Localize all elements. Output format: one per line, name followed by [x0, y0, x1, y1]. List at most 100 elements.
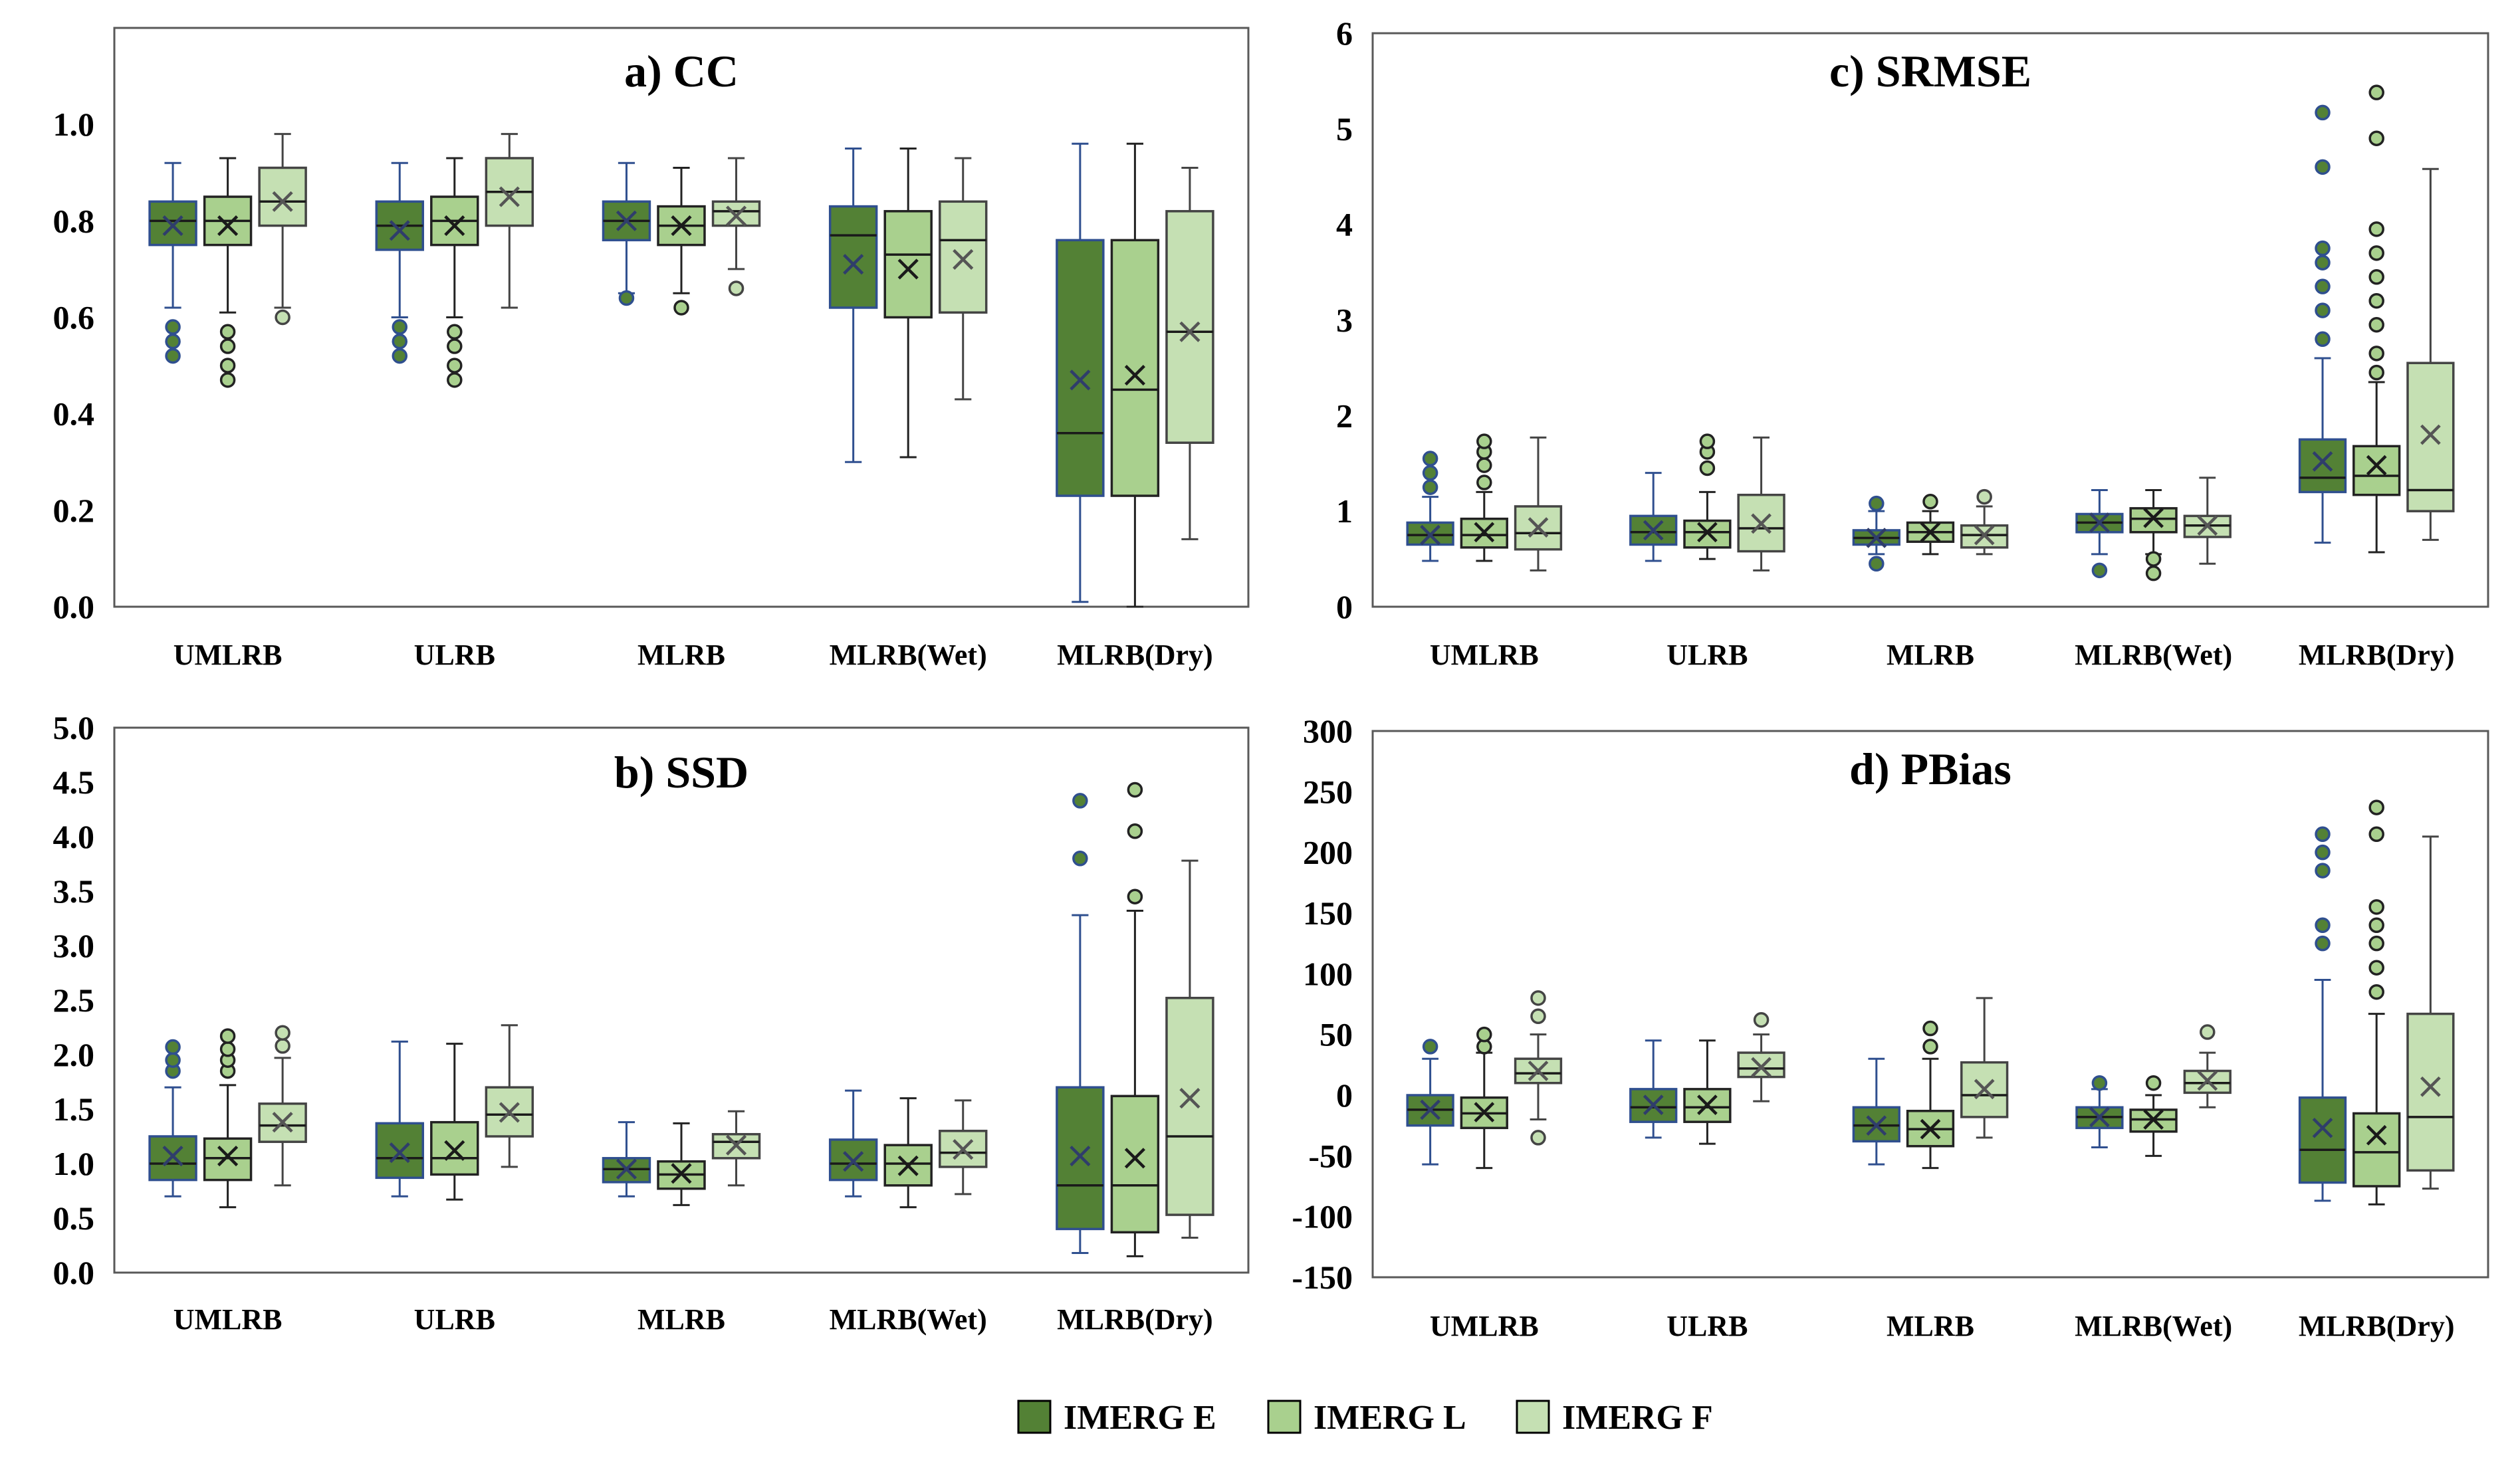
- x-category-label: UMLRB: [1430, 639, 1539, 671]
- legend-label-imerg-l: IMERG L: [1314, 1399, 1466, 1437]
- mean-marker: [1179, 321, 1201, 342]
- box-iqr: [430, 1120, 479, 1176]
- mean-marker: [1866, 1115, 1887, 1136]
- box-d-imerg-l: [1906, 1020, 1955, 1170]
- y-tick-label: 1.5: [53, 1091, 95, 1128]
- outlier-point: [1869, 495, 1885, 512]
- outlier-point: [2368, 316, 2384, 333]
- x-category-label: UMLRB: [173, 639, 283, 671]
- y-tick-label: 0.8: [53, 202, 95, 239]
- outlier-point: [2368, 130, 2384, 146]
- outlier-point: [1530, 1008, 1546, 1025]
- outlier-point: [2315, 917, 2331, 934]
- outlier-point: [1422, 479, 1438, 495]
- box-iqr: [1165, 996, 1214, 1216]
- mean-marker: [2197, 515, 2218, 536]
- legend-label-imerg-e: IMERG E: [1064, 1399, 1216, 1437]
- y-tick-label: 0: [1336, 588, 1353, 625]
- outlier-point: [275, 1025, 290, 1041]
- mean-marker: [217, 215, 239, 237]
- outlier-point: [2368, 292, 2384, 309]
- box-a-imerg-l: [657, 166, 706, 316]
- y-tick-label: 250: [1303, 773, 1353, 810]
- box-a-imerg-f: [485, 133, 534, 309]
- plot-area-d: [1371, 730, 2489, 1279]
- x-category-label: MLRB(Dry): [2299, 639, 2455, 671]
- y-tick-label: 1: [1336, 492, 1353, 530]
- panel-ssd: b) SSD 0.0 0.5 1.0 1.5 2.0 2.5 3.0 3.5 4.0 4.5 5.0 U…: [53, 709, 1250, 1336]
- mean-marker: [897, 1155, 919, 1176]
- box-d-imerg-f: [2183, 1024, 2232, 1108]
- mean-marker: [1070, 369, 1091, 391]
- mean-marker: [272, 1112, 293, 1133]
- legend: IMERG E IMERG L IMERG F: [1017, 1399, 1713, 1437]
- outlier-point: [1922, 1020, 1938, 1037]
- y-tick-label: 1.0: [53, 106, 95, 143]
- outlier-point: [1422, 1039, 1438, 1055]
- box-d-imerg-l: [2352, 799, 2401, 1205]
- mean-marker: [1866, 528, 1887, 548]
- x-category-label: UMLRB: [1430, 1310, 1539, 1342]
- box-iqr: [1629, 1088, 1678, 1123]
- box-iqr: [375, 1122, 424, 1180]
- box-a-imerg-f: [1165, 166, 1214, 540]
- y-tick-label: 2.0: [53, 1036, 95, 1073]
- outlier-point: [2368, 269, 2384, 285]
- outlier-point: [165, 334, 181, 350]
- y-tick-label: 50: [1319, 1016, 1353, 1053]
- outlier-point: [2368, 984, 2384, 1000]
- outlier-point: [2091, 1075, 2108, 1091]
- mean-marker: [499, 1102, 520, 1123]
- box-c-imerg-e: [1406, 451, 1454, 562]
- y-tick-label: 0.0: [53, 588, 95, 625]
- box-c-imerg-f: [1514, 436, 1563, 572]
- box-iqr: [148, 1135, 197, 1182]
- box-iqr: [258, 166, 307, 227]
- box-a-imerg-f: [939, 157, 988, 401]
- box-iqr: [1737, 1051, 1785, 1079]
- outlier-point: [1530, 1130, 1546, 1146]
- box-d-imerg-l: [1683, 1039, 1732, 1145]
- box-a-imerg-f: [711, 157, 761, 296]
- outlier-point: [2091, 562, 2108, 579]
- box-iqr: [2129, 507, 2178, 534]
- box-c-imerg-l: [1683, 433, 1732, 560]
- box-iqr: [711, 200, 761, 227]
- outlier-point: [447, 358, 463, 373]
- box-iqr: [2183, 1069, 2232, 1095]
- y-tick-label: 3: [1336, 302, 1353, 339]
- outlier-point: [275, 309, 290, 326]
- mean-marker: [1643, 520, 1664, 541]
- outlier-point: [447, 324, 463, 340]
- mean-marker: [1420, 1099, 1440, 1120]
- panel-pbias: d) PBias -150 -100 -50 0 50 100 150 200 250 300 UML…: [1292, 712, 2489, 1342]
- mean-marker: [1974, 1079, 1995, 1100]
- box-b-imerg-e: [375, 1040, 424, 1198]
- legend-swatch-imerg-l: [1267, 1400, 1302, 1434]
- outlier-point: [2315, 863, 2331, 879]
- mean-marker: [217, 1145, 239, 1167]
- mean-marker: [2366, 1124, 2387, 1146]
- outlier-point: [165, 1039, 181, 1055]
- box-iqr: [939, 200, 988, 314]
- outlier-point: [1127, 888, 1143, 904]
- outlier-point: [2368, 346, 2384, 362]
- mean-marker: [1643, 1095, 1664, 1115]
- x-category-label: MLRB(Dry): [2299, 1310, 2455, 1342]
- mean-marker: [897, 259, 919, 280]
- box-a-imerg-l: [203, 157, 253, 388]
- box-c-imerg-l: [1460, 433, 1508, 562]
- y-tick-label: 0.2: [53, 492, 95, 529]
- box-d-imerg-e: [1629, 1039, 1678, 1139]
- outlier-point: [219, 1028, 236, 1044]
- outlier-point: [2368, 935, 2384, 952]
- y-tick-label: 200: [1303, 834, 1353, 871]
- box-c-imerg-f: [2406, 167, 2455, 541]
- mean-marker: [843, 1151, 864, 1172]
- panel-cc: a) CC 0.0 0.2 0.4 0.6 0.8 1.0 UMLRB ULRB MLRB MLRB…: [53, 27, 1250, 671]
- y-tick-label: 1.0: [53, 1145, 95, 1182]
- outlier-point: [2200, 1024, 2216, 1040]
- box-b-imerg-e: [828, 1089, 878, 1198]
- mean-marker: [1528, 1061, 1549, 1081]
- outlier-point: [2368, 799, 2384, 815]
